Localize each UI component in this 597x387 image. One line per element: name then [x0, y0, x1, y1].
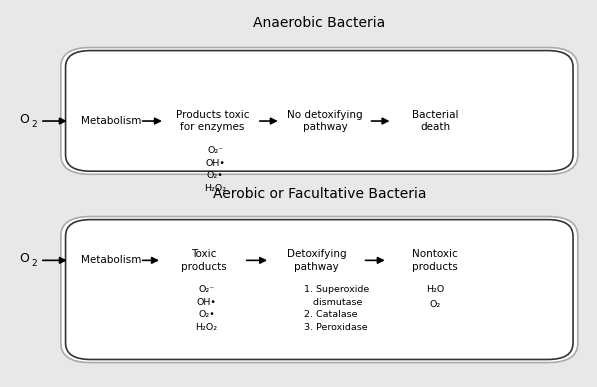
- Text: 2: 2: [32, 259, 38, 268]
- Text: Anaerobic Bacteria: Anaerobic Bacteria: [253, 15, 386, 29]
- Text: Bacterial
death: Bacterial death: [412, 110, 458, 132]
- FancyBboxPatch shape: [66, 220, 573, 360]
- Text: O: O: [19, 252, 29, 265]
- FancyBboxPatch shape: [61, 217, 578, 363]
- FancyBboxPatch shape: [66, 51, 573, 171]
- Text: 2: 2: [32, 120, 38, 128]
- Text: Detoxifying
pathway: Detoxifying pathway: [287, 249, 346, 272]
- Text: O₂⁻
OH•
O₂•
H₂O₂: O₂⁻ OH• O₂• H₂O₂: [195, 285, 217, 332]
- Text: Nontoxic
products: Nontoxic products: [413, 249, 458, 272]
- Text: No detoxifying
pathway: No detoxifying pathway: [287, 110, 363, 132]
- Text: Aerobic or Facultative Bacteria: Aerobic or Facultative Bacteria: [213, 187, 426, 200]
- FancyBboxPatch shape: [61, 48, 578, 174]
- Text: Metabolism: Metabolism: [81, 116, 141, 126]
- Text: O₂⁻
OH•
O₂•
H₂O₂: O₂⁻ OH• O₂• H₂O₂: [204, 146, 226, 192]
- Text: O: O: [19, 113, 29, 126]
- Text: Toxic
products: Toxic products: [180, 249, 226, 272]
- Text: H₂O
O₂: H₂O O₂: [426, 285, 444, 309]
- Text: Metabolism: Metabolism: [81, 255, 141, 265]
- Text: 1. Superoxide
   dismutase
2. Catalase
3. Peroxidase: 1. Superoxide dismutase 2. Catalase 3. P…: [304, 285, 370, 332]
- Text: Products toxic
for enzymes: Products toxic for enzymes: [176, 110, 249, 132]
